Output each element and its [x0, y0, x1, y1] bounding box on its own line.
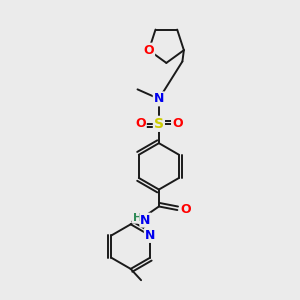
Text: N: N	[145, 229, 155, 242]
Text: O: O	[135, 117, 146, 130]
Text: S: S	[154, 117, 164, 131]
Text: N: N	[154, 92, 164, 105]
Text: H: H	[133, 213, 142, 223]
Text: O: O	[143, 44, 154, 57]
Text: O: O	[180, 202, 191, 216]
Text: O: O	[172, 117, 183, 130]
Text: N: N	[140, 214, 151, 226]
